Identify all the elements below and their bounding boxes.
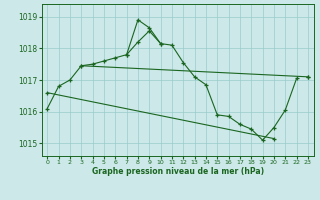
X-axis label: Graphe pression niveau de la mer (hPa): Graphe pression niveau de la mer (hPa): [92, 167, 264, 176]
